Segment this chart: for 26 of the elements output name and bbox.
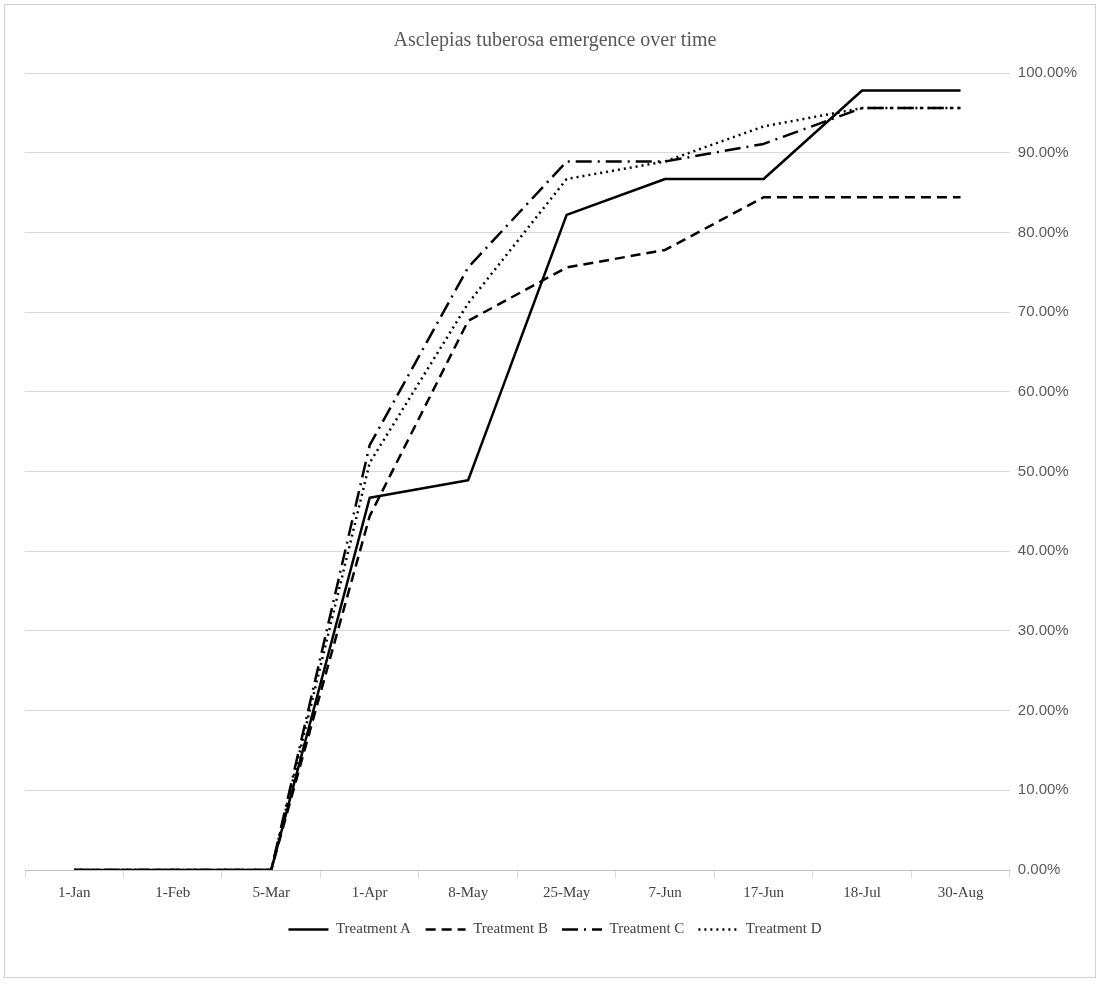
x-tick-label: 30-Aug <box>937 883 984 900</box>
x-tick-label: 1-Feb <box>155 883 191 900</box>
x-tick-label: 18-Jul <box>843 883 881 900</box>
x-tick-label: 7-Jun <box>648 883 683 900</box>
legend-label: Treatment D <box>745 920 822 937</box>
y-tick-label: 90.00% <box>1017 142 1069 160</box>
x-tick-label: 1-Apr <box>351 883 388 900</box>
x-tick-label: 5-Mar <box>252 883 290 900</box>
y-tick-label: 0.00% <box>1017 860 1061 878</box>
y-tick-label: 100.00% <box>1017 63 1077 81</box>
y-tick-label: 40.00% <box>1017 541 1069 559</box>
x-tick-label: 25-May <box>542 883 591 900</box>
chart-title: Asclepias tuberosa emergence over time <box>393 28 717 52</box>
x-tick-label: 1-Jan <box>57 883 91 900</box>
y-tick-label: 30.00% <box>1017 621 1069 639</box>
y-tick-label: 80.00% <box>1017 222 1069 240</box>
y-tick-label: 20.00% <box>1017 700 1069 718</box>
y-tick-label: 10.00% <box>1017 780 1069 798</box>
x-tick-label: 8-May <box>448 883 489 900</box>
x-tick-label: 17-Jun <box>743 883 785 900</box>
legend-label: Treatment C <box>609 920 685 937</box>
y-tick-label: 50.00% <box>1017 461 1069 479</box>
y-tick-label: 60.00% <box>1017 381 1069 399</box>
legend-label: Treatment A <box>335 920 411 937</box>
y-tick-label: 70.00% <box>1017 302 1069 320</box>
legend-label: Treatment B <box>473 920 549 937</box>
